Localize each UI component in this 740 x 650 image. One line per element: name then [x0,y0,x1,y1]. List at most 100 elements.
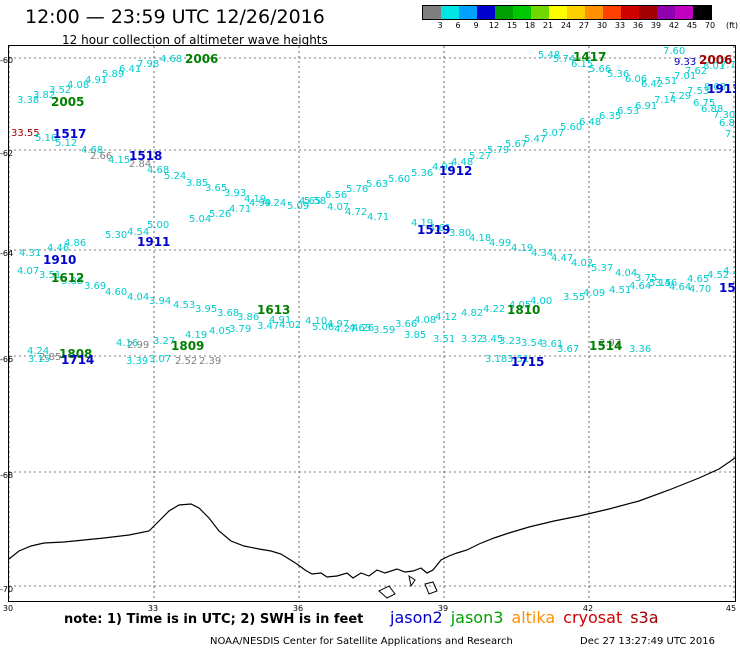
wave-height-label: 4.48 [451,157,473,168]
wave-height-label: 4.10 [305,316,327,327]
wave-height-label: 5.36 [607,69,629,80]
latitude-label: -68 [0,471,14,480]
colorbar-label: 15 [506,21,518,30]
wave-height-label: 7.53 [687,86,709,97]
colorbar [422,5,712,20]
pass-time-label: 1613 [257,303,290,317]
wave-height-label: 5.30 [105,230,127,241]
wave-height-label: 4.24 [264,198,286,209]
pass-time-label: 1612 [51,271,84,285]
wave-height-label: 5.37 [591,263,613,274]
wave-height-label: 5.16 [35,133,57,144]
pass-time-labels: 2005 2006 1517 1518 1912 1417 2006 1913 1910 1911… [43,50,735,369]
wave-height-label: 4.15 [108,155,130,166]
colorbar-label: 24 [560,21,572,30]
wave-height-label: 4.02 [279,320,301,331]
note-text: note: 1) Time is in UTC; 2) SWH is in fe… [64,612,364,627]
wave-height-label: 4.68 [81,145,103,156]
wave-height-label: 3.88 [61,276,83,287]
pass-time-label: 2006 [185,52,218,66]
wave-height-label: 6.75 [693,98,715,109]
wave-height-label: 5.12 [55,138,77,149]
wave-height-label: 4.04 [615,268,637,279]
colorbar-swatch [441,6,459,19]
wave-height-label: 7.62 [685,66,707,77]
colorbar-label: 9 [473,21,479,30]
wave-height-label: 3.47 [257,321,279,332]
wave-height-label: 3.67 [557,344,579,355]
pass-time-label: 2006 [699,53,732,67]
wave-height-label: 3.07 [149,354,171,365]
colorbar-swatch [477,6,495,19]
colorbar-label: 70 [704,21,716,30]
pass-time-label: 1519 [417,223,450,237]
wave-height-label: 7.01 [674,71,696,82]
wave-height-label: 3.51 [39,270,61,281]
wave-height-label: 4.00 [530,296,552,307]
wave-height-label: 4.99 [249,198,271,209]
pass-time-label: 1518 [129,149,162,163]
colorbar-swatch [567,6,585,19]
wave-height-label: 4.91 [85,75,107,86]
wave-height-label: 6.15 [571,59,593,70]
wave-height-label: 4.71 [229,204,251,215]
longitude-label: 45 [725,604,737,613]
wave-height-label: 5.07 [542,128,564,139]
legend-item-jason2: jason2 [390,608,443,627]
wave-height-label: 2.84 [129,159,151,170]
pass-time-label: 1910 [43,253,76,267]
wave-height-label: 2.39 [199,356,221,367]
wave-height-label: 3.36 [629,344,651,355]
wave-height-label: 4.54 [127,227,149,238]
wave-height-label: 4.46 [47,243,69,254]
wave-height-label: 6.56 [325,190,347,201]
wave-height-label: 3.46 [655,278,677,289]
colorbar-swatch [657,6,675,19]
wave-height-label: 4.09 [583,288,605,299]
wave-height-label: 3.68 [217,308,239,319]
colorbar-label: 36 [632,21,644,30]
wave-height-label: 3.27 [153,336,175,347]
wave-height-label: 7.60 [663,46,685,57]
wave-height-label: 4.64 [629,281,651,292]
latitude-label: -60 [0,56,14,65]
wave-height-label: 5.24 [164,171,186,182]
latitude-label: -62 [0,149,14,158]
coastline-inlet [378,574,438,599]
wave-height-label: 4.19 [411,218,433,229]
wave-height-label: 3.15 [28,354,50,365]
wave-height-label: 5.06 [312,322,334,333]
wave-height-label: 3.38 [17,95,39,106]
page-title: 12:00 — 23:59 UTC 12/26/2016 [25,6,325,28]
pass-time-label: 152 [719,281,735,295]
wave-height-label: 3.80 [449,228,471,239]
wave-height-label: 4.07 [17,266,39,277]
wave-height-label: 4.97 [327,319,349,330]
wave-height-label: 33.55 [11,128,40,139]
wave-height-label: 4.70 [689,284,711,295]
colorbar-swatch [459,6,477,19]
legend-item-s3a: s3a [630,608,659,627]
colorbar-label: 45 [686,21,698,30]
wave-height-label: 4.61 [429,223,451,234]
wave-height-label: 4.63 [349,323,371,334]
wave-height-label: 8.03 [704,82,726,93]
wave-height-label: 4.68 [160,54,182,65]
wave-height-label: 5.47 [524,134,546,145]
page-subtitle: 12 hour collection of altimeter wave hei… [62,33,328,47]
colorbar-label: 39 [650,21,662,30]
colorbar-label: 6 [455,21,461,30]
pass-time-label: 1714 [61,353,94,367]
wave-height-label: 3.75 [635,273,657,284]
wave-height-label: 2.66 [90,151,112,162]
wave-height-label: 6.35 [599,111,621,122]
footer-credit: NOAA/NESDIS Center for Satellite Applica… [210,636,513,647]
wave-height-label: 3.51 [507,354,529,365]
colorbar-label: 12 [488,21,500,30]
wave-height-label: 3.79 [229,324,251,335]
wave-height-label: 3.23 [499,336,521,347]
wave-height-label: 5.67 [505,139,527,150]
wave-height-label: 6.42 [641,79,663,90]
wave-height-label: 7. [725,129,735,140]
wave-height-label: 7.29 [669,91,691,102]
